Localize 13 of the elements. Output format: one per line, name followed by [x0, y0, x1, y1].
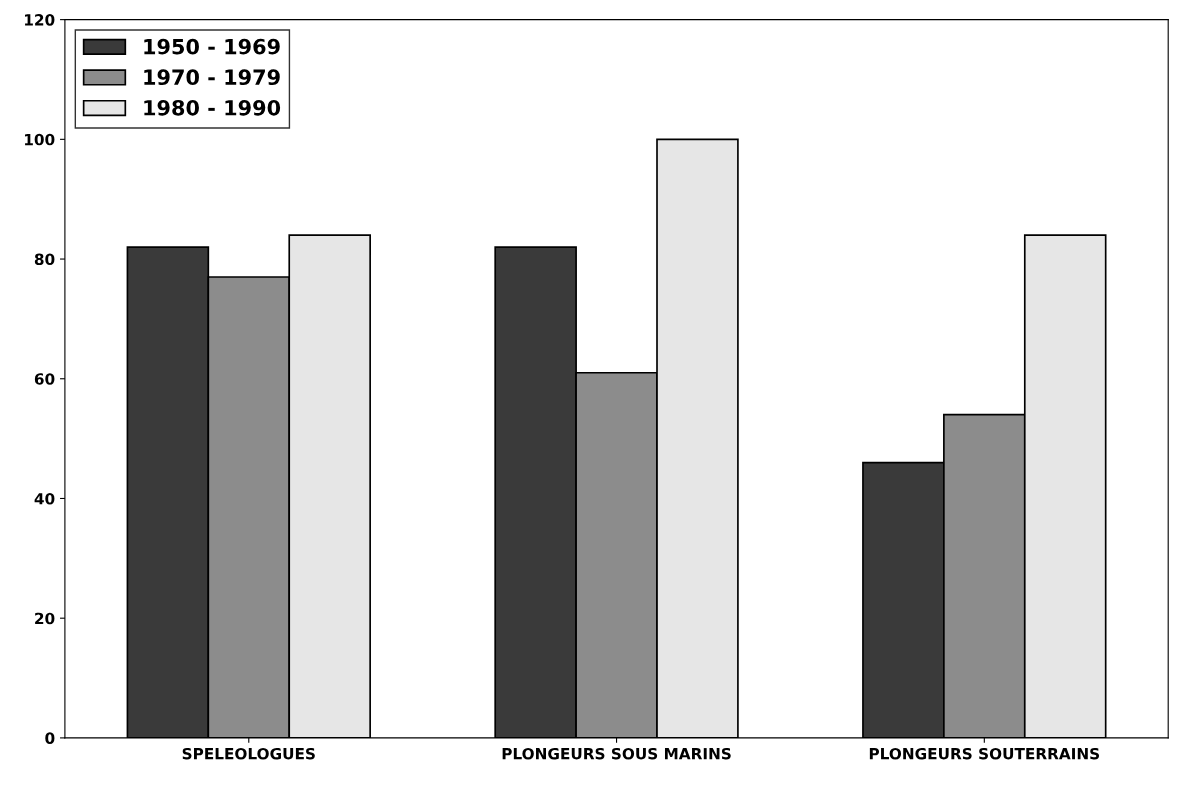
- x-tick-label: SPELEOLOGUES: [182, 747, 315, 760]
- y-tick-label: 20: [35, 612, 55, 625]
- y-tick-label: 60: [34, 373, 55, 385]
- legend-label: 1950 - 1969: [144, 38, 280, 55]
- y-tick-label: 100: [25, 133, 55, 146]
- y-tick-label: 40: [34, 492, 55, 505]
- y-tick-label: 80: [34, 253, 55, 266]
- x-tick-label: PLONGEURS SOUS MARINS: [502, 747, 731, 760]
- legend-label: 1970 - 1979: [144, 69, 280, 86]
- y-tick-label: 120: [25, 14, 55, 26]
- legend-label: 1980 - 1990: [144, 99, 281, 116]
- x-tick-label: PLONGEURS SOUTERRAINS: [869, 747, 1100, 760]
- y-tick-label: 0: [45, 732, 55, 744]
